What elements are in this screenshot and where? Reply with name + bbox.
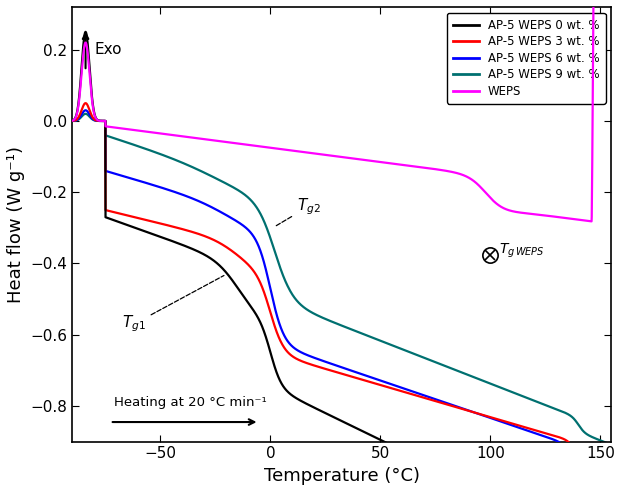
Legend: AP-5 WEPS 0 wt. %, AP-5 WEPS 3 wt. %, AP-5 WEPS 6 wt. %, AP-5 WEPS 9 wt. %, WEPS: AP-5 WEPS 0 wt. %, AP-5 WEPS 3 wt. %, AP… bbox=[447, 13, 606, 104]
X-axis label: Temperature (°C): Temperature (°C) bbox=[264, 467, 420, 485]
Y-axis label: Heat flow (W g⁻¹): Heat flow (W g⁻¹) bbox=[7, 146, 25, 303]
Text: Exo: Exo bbox=[94, 42, 122, 57]
Text: $T_{g1}$: $T_{g1}$ bbox=[122, 276, 224, 335]
Text: $T_{g\,WEPS}$: $T_{g\,WEPS}$ bbox=[499, 242, 545, 260]
Text: $T_{g2}$: $T_{g2}$ bbox=[275, 196, 321, 226]
Text: Heating at 20 °C min⁻¹: Heating at 20 °C min⁻¹ bbox=[114, 396, 267, 409]
